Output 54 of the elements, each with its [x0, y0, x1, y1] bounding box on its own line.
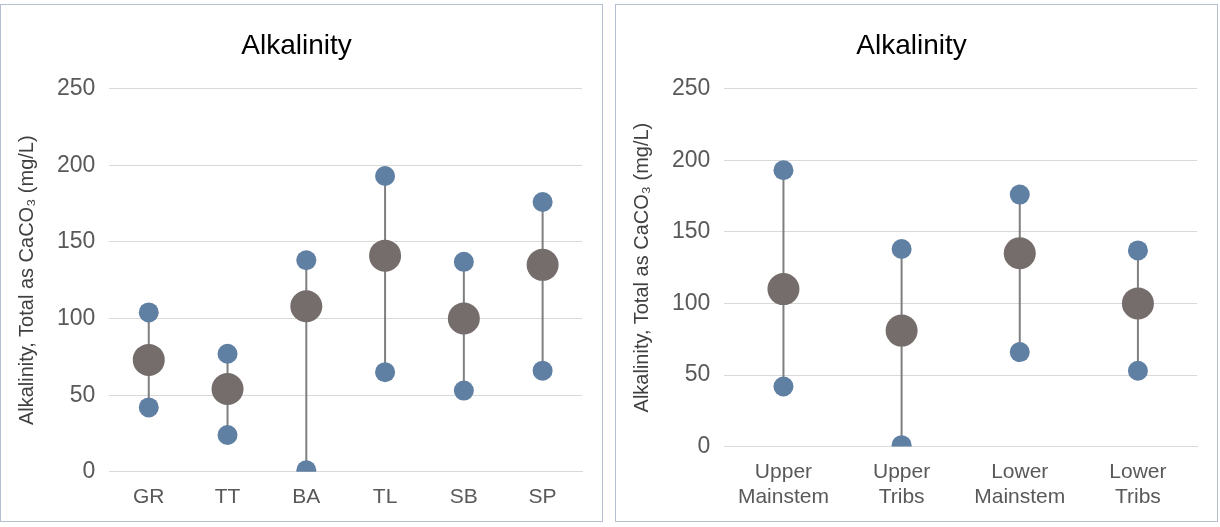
- point: [1009, 342, 1030, 363]
- chart-title: Alkalinity: [241, 28, 352, 60]
- point: [773, 376, 794, 397]
- y-tick-label: 150: [57, 227, 96, 254]
- point: [217, 425, 238, 446]
- y-axis-title: Alkalinity, Total as CaCO₃ (mg/L): [629, 122, 652, 413]
- y-tick-label: 0: [697, 431, 711, 458]
- x-tick-label: TL: [372, 484, 398, 508]
- point: [1009, 184, 1030, 205]
- point: [1003, 237, 1036, 270]
- point: [532, 360, 553, 381]
- point: [447, 302, 480, 335]
- y-tick-label: 250: [57, 73, 96, 100]
- x-tick-label: SB: [449, 484, 478, 508]
- point: [773, 160, 794, 181]
- point: [1127, 360, 1148, 381]
- x-tick-label: GR: [133, 484, 165, 508]
- y-tick-label: 100: [672, 288, 711, 315]
- point: [532, 192, 553, 213]
- point: [526, 248, 559, 281]
- point: [1121, 287, 1154, 320]
- point: [369, 239, 402, 272]
- x-tick-label: TT: [214, 484, 241, 508]
- y-tick-label: 200: [57, 150, 96, 177]
- x-tick-label: Upper Mainstem: [737, 459, 829, 508]
- point: [296, 250, 317, 271]
- point: [1127, 240, 1148, 261]
- point: [217, 343, 238, 364]
- point: [885, 314, 918, 347]
- point: [453, 251, 474, 272]
- y-tick-label: 50: [69, 380, 96, 407]
- point: [375, 165, 396, 186]
- x-tick-label: Upper Tribs: [873, 459, 931, 508]
- point: [211, 373, 244, 406]
- chart-title: Alkalinity: [856, 28, 967, 60]
- y-tick-label: 50: [684, 360, 711, 387]
- point: [891, 238, 912, 259]
- y-tick-label: 150: [672, 217, 711, 244]
- x-tick-label: Lower Tribs: [1109, 459, 1167, 508]
- point: [138, 302, 159, 323]
- point: [453, 380, 474, 401]
- y-axis-title: Alkalinity, Total as CaCO₃ (mg/L): [14, 135, 37, 426]
- point: [375, 362, 396, 383]
- x-tick-label: Lower Mainstem: [974, 459, 1066, 508]
- y-tick-label: 100: [57, 303, 96, 330]
- point: [138, 397, 159, 418]
- x-tick-label: BA: [292, 484, 321, 508]
- point: [290, 290, 323, 323]
- point: [767, 273, 800, 306]
- y-tick-label: 250: [672, 73, 711, 100]
- point: [132, 343, 165, 376]
- x-tick-label: SP: [528, 484, 557, 508]
- y-tick-label: 0: [82, 457, 96, 484]
- y-tick-label: 200: [672, 145, 711, 172]
